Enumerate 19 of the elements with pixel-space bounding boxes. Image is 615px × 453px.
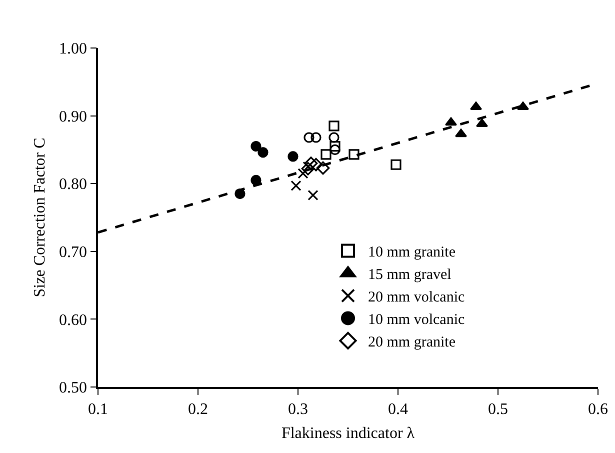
- legend-label: 20 mm granite: [368, 334, 456, 351]
- y-tick-label: 0.80: [59, 176, 88, 194]
- legend-label: 10 mm volcanic: [368, 312, 465, 328]
- y-axis-title: Size Correction Factor C: [31, 138, 48, 298]
- x-tick-label: 0.2: [188, 400, 208, 418]
- y-tick-label: 0.60: [59, 312, 88, 329]
- x-axis-title: Flakiness indicator λ: [281, 425, 415, 442]
- legend-label: 20 mm volcanic: [368, 290, 465, 306]
- y-tick-label: 0.90: [59, 108, 88, 126]
- x-tick-label: 0.6: [588, 400, 608, 418]
- y-tick-label: 1.00: [59, 40, 88, 58]
- y-tick-label: 0.50: [59, 380, 88, 397]
- legend-label: 15 mm gravel: [368, 267, 452, 284]
- x-tick-label: 0.5: [488, 400, 508, 418]
- x-tick-label: 0.4: [388, 400, 408, 418]
- x-tick-label: 0.3: [288, 400, 308, 418]
- y-tick-label: 0.70: [59, 244, 88, 261]
- x-tick-label: 0.1: [88, 400, 108, 418]
- legend-label: 10 mm granite: [368, 244, 456, 261]
